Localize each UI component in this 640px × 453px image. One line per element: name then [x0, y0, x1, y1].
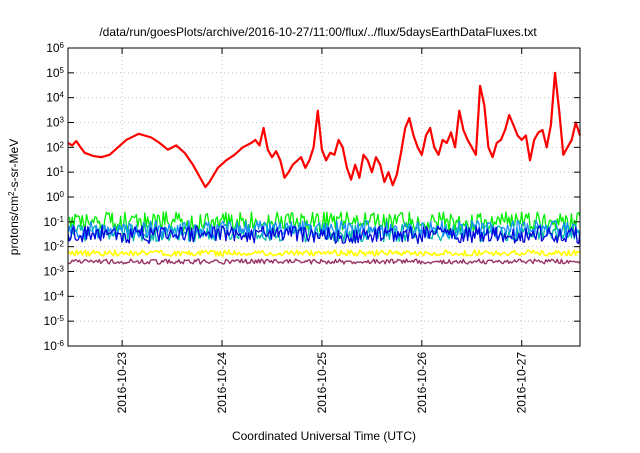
y-tick-label-base: 10 [46, 41, 60, 55]
series-line-2 [67, 211, 581, 233]
y-tick-label: 103 [46, 115, 64, 130]
y-tick-label-exponent: -4 [57, 289, 65, 298]
y-tick-label-base: 10 [46, 190, 60, 204]
y-tick-label-exponent: 5 [60, 65, 65, 74]
series-line-5 [67, 225, 581, 245]
y-axis-label: protons/cm2-s-sr-MeV [7, 139, 22, 255]
y-tick-label-exponent: 0 [60, 190, 65, 199]
y-tick-label: 102 [46, 140, 64, 155]
series-line-6 [67, 249, 581, 257]
x-axis: 2016-10-23 2016-10-24 2016-10-25 2016-10-26… [115, 48, 529, 413]
x-tick-label: 2016-10-27 [515, 352, 529, 414]
y-tick-label-base: 10 [46, 91, 60, 105]
y-tick-label: 10-1 [44, 214, 65, 229]
x-tick-label: 2016-10-25 [315, 352, 329, 414]
y-tick-label-exponent: 2 [60, 140, 65, 149]
y-tick-label-base: 10 [44, 314, 58, 328]
chart-title: /data/run/goesPlots/archive/2016-10-27/1… [99, 25, 537, 39]
y-tick-label-exponent: -6 [57, 339, 65, 348]
y-tick-label-exponent: 1 [60, 165, 65, 174]
y-tick-label-base: 10 [46, 116, 60, 130]
x-tick-label: 2016-10-26 [415, 352, 429, 414]
y-axis-label-pre: protons/cm [7, 196, 21, 255]
x-axis-label: Coordinated Universal Time (UTC) [232, 429, 416, 443]
y-tick-label-base: 10 [46, 140, 60, 154]
y-tick-label-base: 10 [44, 339, 58, 353]
y-axis-label-post: -s-sr-MeV [7, 139, 21, 192]
series-lines [67, 71, 582, 265]
y-tick-label-exponent: -5 [57, 314, 65, 323]
y-tick-label: 106 [46, 41, 64, 56]
y-tick-label-exponent: 6 [60, 41, 65, 50]
y-tick-label-base: 10 [46, 165, 60, 179]
y-tick-label-exponent: -2 [57, 239, 65, 248]
x-tick-label: 2016-10-24 [215, 352, 229, 414]
y-tick-label: 100 [46, 190, 64, 205]
y-tick-label-base: 10 [44, 289, 58, 303]
y-tick-label-base: 10 [44, 265, 58, 279]
y-tick-label: 10-6 [44, 339, 65, 354]
x-tick-label: 2016-10-23 [115, 352, 129, 414]
y-tick-label-exponent: -3 [57, 264, 65, 273]
y-tick-label-base: 10 [44, 240, 58, 254]
y-tick-label: 10-3 [44, 264, 65, 279]
y-tick-label: 105 [46, 65, 64, 80]
y-tick-label-base: 10 [46, 66, 60, 80]
y-tick-label-exponent: 4 [60, 90, 65, 99]
y-tick-label-exponent: -1 [57, 214, 65, 223]
y-tick-label: 104 [46, 90, 64, 105]
y-tick-label: 10-5 [44, 314, 65, 329]
series-line-7 [67, 258, 581, 265]
y-tick-label: 10-2 [44, 239, 65, 254]
y-tick-label: 101 [46, 165, 64, 180]
y-axis-label-sup: 2 [7, 191, 16, 196]
series-line-1 [67, 71, 582, 189]
y-axis: 10-610-510-410-310-210-11001011021031041… [44, 41, 580, 354]
y-tick-label-exponent: 3 [60, 115, 65, 124]
y-tick-label-base: 10 [44, 215, 58, 229]
grid-lines [68, 48, 580, 346]
y-tick-label: 10-4 [44, 289, 65, 304]
